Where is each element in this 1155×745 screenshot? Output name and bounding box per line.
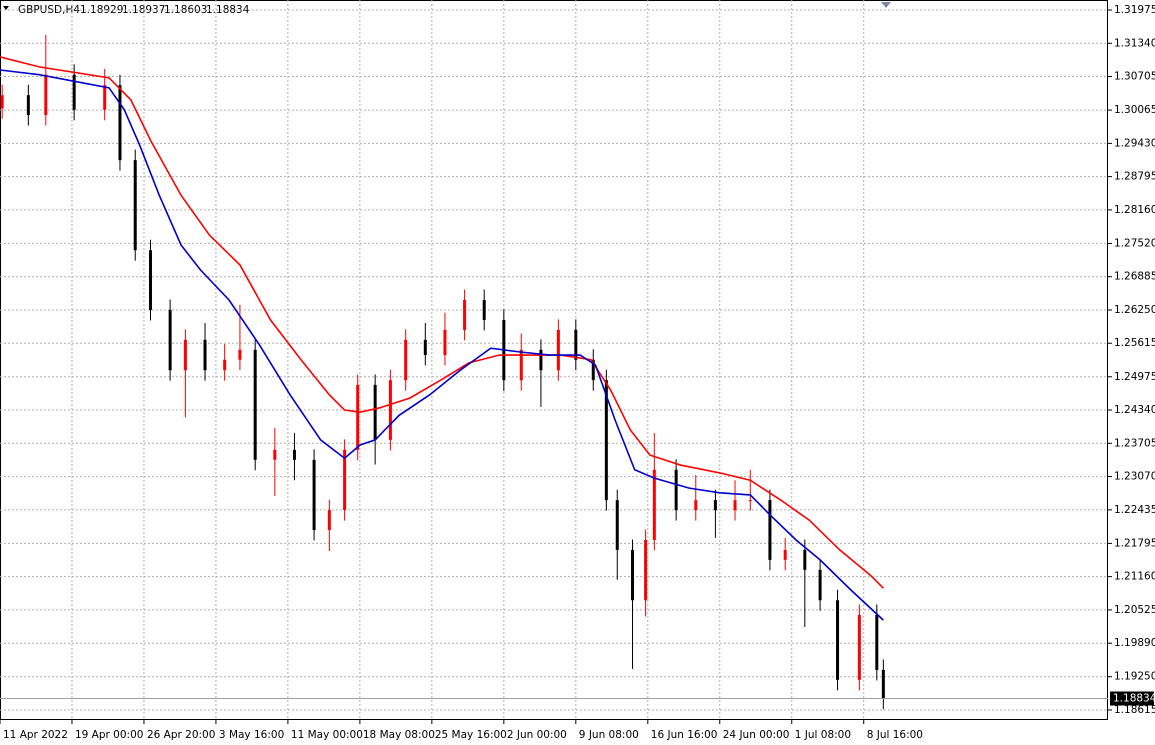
y-tick-label: 1.18615 (1114, 704, 1155, 716)
candle-body (44, 74, 48, 116)
y-tick-label: 1.28795 (1114, 171, 1155, 183)
candle-body (356, 384, 360, 450)
moving-average-line (0, 56, 884, 589)
candle-body (103, 85, 107, 110)
y-tick-label: 1.23705 (1114, 437, 1155, 449)
candle-body (591, 359, 595, 381)
y-tick-label: 1.28160 (1114, 204, 1155, 216)
candle-body (556, 329, 560, 371)
x-tick-label: 25 May 16:00 (435, 729, 507, 741)
candle-body (443, 329, 447, 356)
y-tick-label: 1.19250 (1114, 671, 1155, 683)
y-tick-label: 1.20525 (1114, 604, 1155, 616)
candle-body (881, 669, 885, 699)
candle-body (652, 469, 656, 540)
candle-body (463, 300, 467, 330)
candle-body (818, 569, 822, 601)
x-tick-label: 19 Apr 00:00 (75, 729, 143, 741)
x-tick-label: 11 May 00:00 (291, 729, 363, 741)
candle-body (674, 469, 678, 511)
y-tick-label: 1.30065 (1114, 104, 1155, 116)
candle-body (748, 500, 752, 502)
candle-body (238, 349, 242, 360)
menu-arrow (3, 6, 9, 10)
candle-body (615, 500, 619, 550)
x-tick-label: 8 Jul 16:00 (867, 729, 923, 741)
y-tick-label: 1.25615 (1114, 337, 1155, 349)
candle-body (768, 500, 772, 560)
y-tick-label: 1.31975 (1114, 4, 1155, 16)
candle-body (148, 250, 152, 310)
candle-body (203, 339, 207, 371)
candle-body (133, 160, 137, 251)
x-tick-label: 9 Jun 08:00 (579, 729, 639, 741)
candle-body (168, 309, 172, 371)
candle-body (694, 500, 698, 511)
y-tick-label: 1.24975 (1114, 371, 1155, 383)
x-tick-label: 24 Jun 00:00 (723, 729, 790, 741)
candle-body (273, 449, 277, 460)
plot-frame (0, 0, 1108, 720)
x-tick-label: 1 Jul 08:00 (795, 729, 851, 741)
x-tick-label: 16 Jun 16:00 (651, 729, 718, 741)
candle-body (857, 614, 861, 680)
y-tick-label: 1.21160 (1114, 571, 1155, 583)
candle-body (631, 549, 635, 601)
candle-body (875, 614, 879, 670)
ohlc-close: 1.18834 (206, 4, 250, 16)
y-tick-label: 1.24340 (1114, 404, 1155, 416)
shift-marker (881, 2, 891, 8)
candle-body (223, 359, 227, 371)
candle-body (118, 85, 122, 161)
y-tick-label: 1.26250 (1114, 304, 1155, 316)
y-tick-label: 1.19890 (1114, 637, 1155, 649)
candle-body (539, 349, 543, 371)
candle-body (713, 500, 717, 511)
candle-body (343, 449, 347, 511)
candle-body (0, 95, 4, 109)
y-tick-label: 1.29430 (1114, 137, 1155, 149)
y-tick-label: 1.23070 (1114, 471, 1155, 483)
candle-body (72, 74, 76, 110)
candle-body (404, 339, 408, 381)
candle-body (644, 539, 648, 601)
last-price-box (1110, 691, 1154, 706)
x-tick-label: 11 Apr 2022 (3, 729, 68, 741)
y-tick-label: 1.21795 (1114, 537, 1155, 549)
candle-body (292, 449, 296, 460)
candle-body (423, 339, 427, 356)
x-tick-label: 3 May 16:00 (219, 729, 284, 741)
y-tick-label: 1.22435 (1114, 504, 1155, 516)
candle-body (783, 549, 787, 560)
last-price-label: 1.18834 (1113, 693, 1155, 705)
y-tick-label: 1.27520 (1114, 237, 1155, 249)
candle-body (26, 95, 30, 116)
y-tick-label: 1.31340 (1114, 37, 1155, 49)
x-tick-label: 2 Jun 00:00 (507, 729, 567, 741)
candle-body (574, 329, 578, 360)
candle-body (388, 380, 392, 440)
candle-body (183, 339, 187, 371)
candle-body (604, 380, 608, 501)
candle-body (253, 349, 257, 460)
x-tick-label: 18 May 08:00 (363, 729, 435, 741)
moving-average-line (0, 69, 884, 621)
x-tick-label: 26 Apr 20:00 (147, 729, 215, 741)
candle-body (482, 300, 486, 320)
candle-body (373, 384, 377, 440)
candle-body (519, 349, 523, 381)
candle-body (803, 549, 807, 570)
y-tick-label: 1.26885 (1114, 271, 1155, 283)
candle-body (312, 459, 316, 531)
y-tick-label: 1.30705 (1114, 71, 1155, 83)
candle-body (836, 600, 840, 680)
candle-body (733, 500, 737, 511)
candle-body (327, 510, 331, 531)
